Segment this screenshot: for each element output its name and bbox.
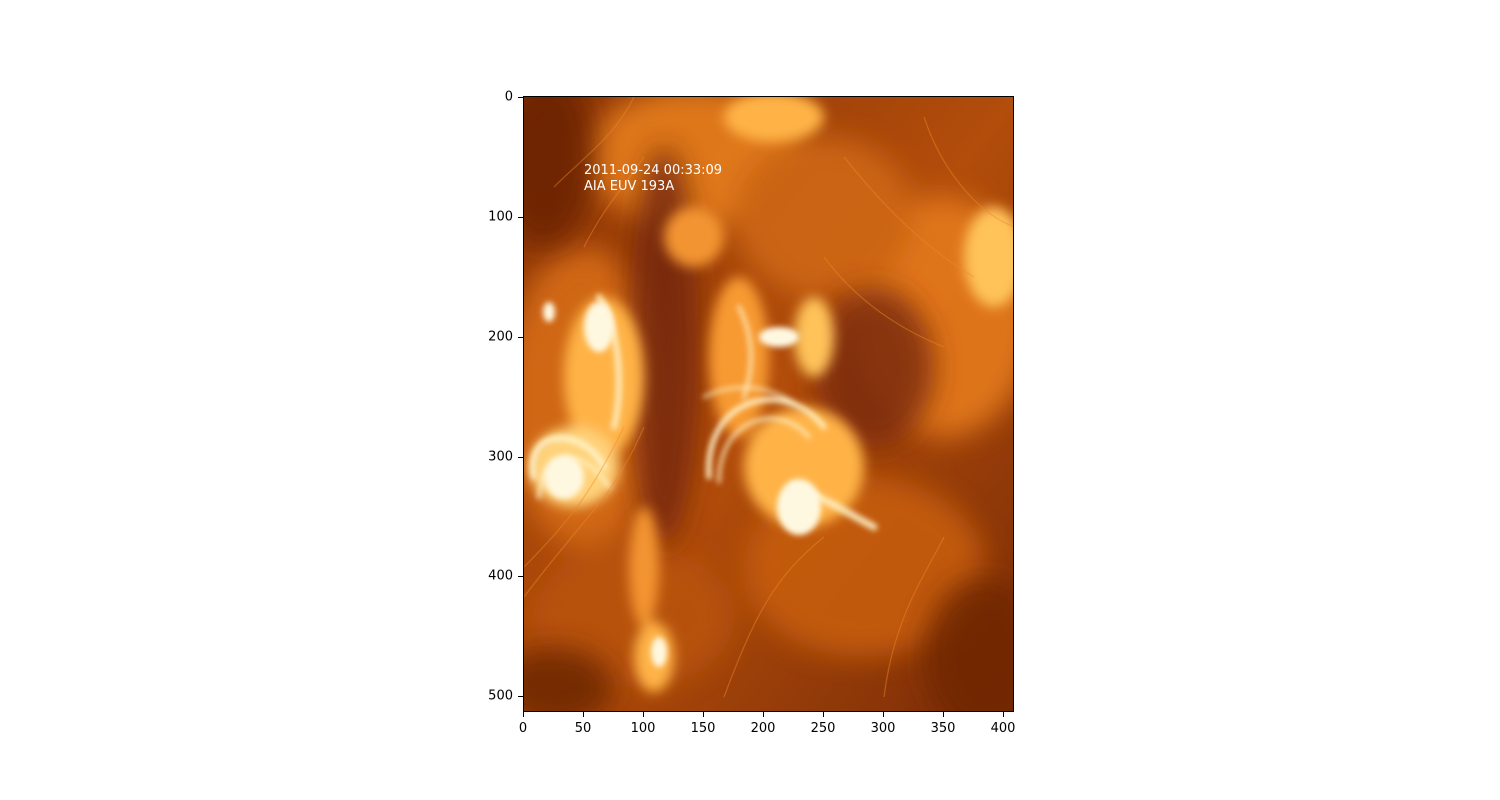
y-tick-label: 500 [488, 688, 513, 704]
y-tick-mark [518, 696, 523, 697]
x-tick-mark [583, 712, 584, 717]
x-tick-mark [883, 712, 884, 717]
y-tick-label: 200 [488, 329, 513, 345]
x-tick-label: 350 [930, 721, 956, 736]
y-tick-label: 300 [488, 449, 513, 465]
solar-image-plot [523, 96, 1014, 712]
x-tick-label: 400 [990, 721, 1016, 736]
y-tick-label: 100 [488, 209, 513, 225]
y-tick-mark [518, 337, 523, 338]
x-tick-label: 50 [574, 721, 592, 736]
y-tick-mark [518, 97, 523, 98]
image-instrument-label: AIA EUV 193A [584, 179, 675, 194]
x-tick-mark [763, 712, 764, 717]
image-timestamp: 2011-09-24 00:33:09 [584, 163, 723, 178]
x-tick-mark [523, 712, 524, 717]
y-tick-label: 400 [488, 568, 513, 584]
x-tick-label: 150 [690, 721, 716, 736]
x-tick-mark [703, 712, 704, 717]
x-tick-label: 300 [870, 721, 896, 736]
y-tick-label: 0 [504, 89, 513, 105]
x-tick-mark [943, 712, 944, 717]
x-tick-label: 200 [750, 721, 776, 736]
x-tick-mark [643, 712, 644, 717]
y-tick-mark [518, 217, 523, 218]
x-tick-mark [1003, 712, 1004, 717]
x-tick-label: 250 [810, 721, 836, 736]
solar-euv-image [524, 97, 1013, 711]
x-tick-label: 100 [630, 721, 656, 736]
x-tick-mark [823, 712, 824, 717]
x-tick-label: 0 [518, 721, 528, 736]
y-tick-mark [518, 576, 523, 577]
y-tick-mark [518, 457, 523, 458]
